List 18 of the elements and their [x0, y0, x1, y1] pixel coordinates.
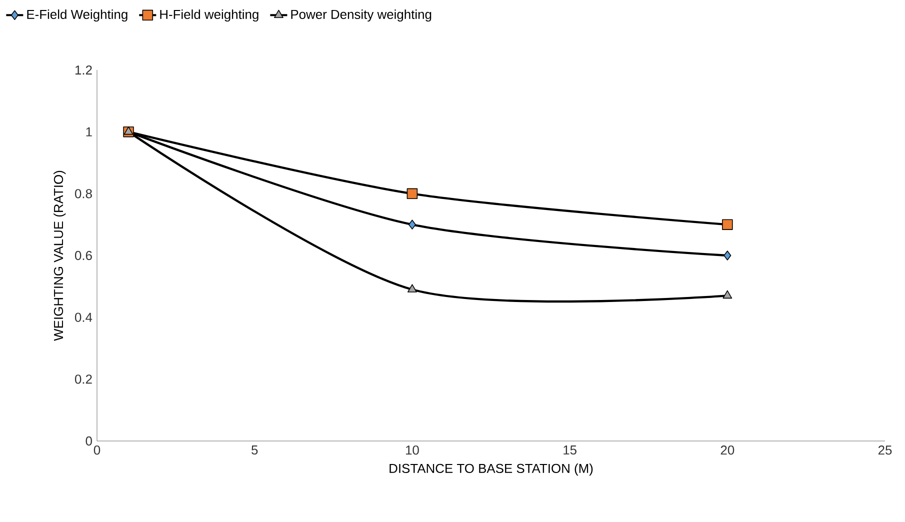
x-tick-label: 20	[720, 446, 734, 455]
y-tick-label: 0.2	[74, 374, 92, 384]
x-tick-label: 0	[94, 446, 100, 455]
y-tick-label: 0.6	[74, 250, 92, 260]
legend-label: E-Field Weighting	[27, 9, 128, 22]
y-tick-label: 1	[86, 127, 92, 136]
x-axis-title: DISTANCE TO BASE STATION (M)	[390, 464, 593, 476]
legend-label: H-Field weighting	[160, 9, 258, 22]
y-tick-label: 0.4	[74, 312, 92, 322]
y-tick-label: 0.8	[74, 189, 92, 198]
y-axis-title: WEIGHTING VALUE (RATIO)	[54, 170, 66, 341]
x-tick-label: 25	[878, 446, 892, 455]
x-tick-label: 10	[406, 446, 419, 455]
x-tick-label: 15	[564, 446, 576, 455]
y-tick-label: 0	[86, 436, 92, 446]
y-tick-label: 1.2	[75, 65, 92, 75]
legend-label: Power Density weighting	[291, 9, 432, 22]
x-tick-label: 5	[252, 446, 258, 455]
